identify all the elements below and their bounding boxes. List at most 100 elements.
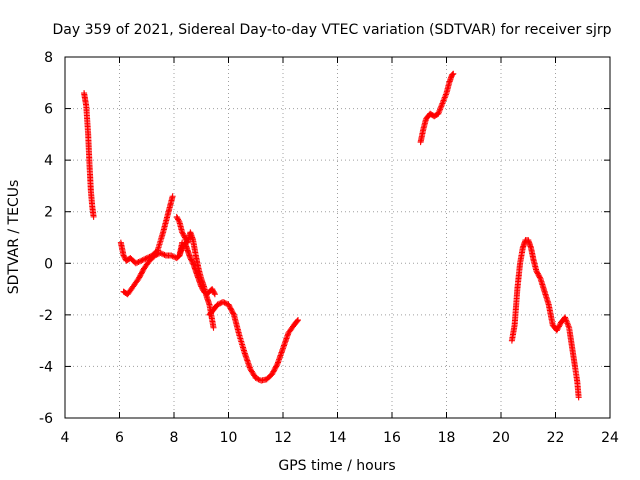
data-point bbox=[198, 283, 205, 290]
data-point bbox=[215, 300, 222, 307]
data-point bbox=[173, 213, 180, 220]
data-point bbox=[121, 253, 128, 260]
data-point bbox=[226, 304, 233, 311]
y-tick-label: -4 bbox=[39, 359, 53, 375]
data-point bbox=[90, 213, 97, 220]
grid bbox=[65, 57, 610, 418]
data-point bbox=[272, 364, 279, 371]
data-point bbox=[169, 193, 176, 200]
data-point bbox=[175, 216, 182, 223]
y-tick-label: 2 bbox=[44, 205, 53, 221]
data-point bbox=[270, 368, 277, 375]
data-point bbox=[534, 269, 541, 276]
data-point bbox=[449, 71, 456, 78]
data-point bbox=[211, 291, 218, 298]
data-point bbox=[138, 270, 145, 277]
data-point bbox=[450, 70, 457, 77]
data-point bbox=[227, 305, 234, 312]
data-point bbox=[226, 302, 233, 309]
data-point bbox=[228, 307, 235, 314]
data-point bbox=[179, 230, 186, 237]
data-point bbox=[217, 300, 224, 307]
data-point bbox=[181, 234, 188, 241]
data-point bbox=[157, 249, 164, 256]
y-axis-label: SDTVAR / TECUs bbox=[6, 180, 22, 295]
data-point bbox=[575, 394, 582, 401]
data-point bbox=[136, 274, 143, 281]
data-point bbox=[211, 289, 218, 296]
y-tick-label: -6 bbox=[39, 411, 53, 427]
data-point bbox=[228, 306, 235, 313]
data-point bbox=[120, 252, 127, 259]
data-point bbox=[198, 284, 205, 291]
data-point bbox=[214, 301, 221, 308]
data-point bbox=[254, 375, 261, 382]
data-point bbox=[151, 252, 158, 259]
data-point bbox=[154, 251, 161, 258]
data-point bbox=[134, 259, 141, 266]
data-point bbox=[136, 273, 143, 280]
data-point bbox=[180, 231, 187, 238]
data-point bbox=[141, 256, 148, 263]
x-tick-label: 20 bbox=[492, 430, 510, 446]
data-point bbox=[132, 260, 139, 267]
data-point bbox=[135, 258, 142, 265]
data-point bbox=[222, 300, 229, 307]
data-point bbox=[139, 268, 146, 275]
y-tick-label: 8 bbox=[44, 50, 53, 66]
data-point bbox=[181, 233, 188, 240]
x-tick-label: 18 bbox=[438, 430, 456, 446]
data-point bbox=[255, 376, 262, 383]
data-point bbox=[169, 253, 176, 260]
data-point bbox=[230, 310, 237, 317]
x-tick-label: 22 bbox=[547, 430, 565, 446]
data-point bbox=[135, 275, 142, 282]
data-point bbox=[536, 273, 543, 280]
data-point bbox=[553, 327, 560, 334]
data-point bbox=[139, 257, 146, 264]
x-tick-label: 8 bbox=[170, 430, 179, 446]
x-tick-label: 24 bbox=[601, 430, 619, 446]
x-tick-label: 10 bbox=[220, 430, 238, 446]
data-point bbox=[269, 369, 276, 376]
data-point bbox=[269, 371, 276, 378]
data-point bbox=[555, 323, 562, 330]
data-point bbox=[175, 217, 182, 224]
data-series-sdtvar bbox=[81, 70, 582, 401]
x-tick-label: 16 bbox=[383, 430, 401, 446]
data-point bbox=[188, 257, 195, 264]
data-point bbox=[137, 271, 144, 278]
data-point bbox=[536, 274, 543, 281]
data-point bbox=[225, 301, 232, 308]
data-point bbox=[220, 298, 227, 305]
data-point bbox=[273, 363, 280, 370]
data-point bbox=[136, 258, 143, 265]
data-point bbox=[174, 215, 181, 222]
data-point bbox=[535, 271, 542, 278]
data-point bbox=[252, 375, 259, 382]
data-point bbox=[271, 366, 278, 373]
data-point bbox=[448, 72, 455, 79]
x-tick-label: 14 bbox=[329, 430, 347, 446]
x-tick-label: 4 bbox=[61, 430, 70, 446]
data-point bbox=[271, 367, 278, 374]
data-point bbox=[210, 288, 217, 295]
data-point bbox=[138, 257, 145, 264]
data-point bbox=[160, 251, 167, 258]
data-point bbox=[555, 324, 562, 331]
data-point bbox=[179, 229, 186, 236]
data-point bbox=[187, 255, 194, 262]
data-point bbox=[188, 256, 195, 263]
data-point bbox=[142, 255, 149, 262]
x-tick-labels: 4 6 8 10 12 14 16 18 20 22 24 bbox=[61, 430, 619, 446]
data-point bbox=[199, 286, 206, 293]
x-tick-label: 6 bbox=[115, 430, 124, 446]
data-point bbox=[556, 322, 563, 329]
data-point bbox=[229, 309, 236, 316]
data-point bbox=[209, 287, 216, 294]
data-point bbox=[189, 258, 196, 265]
data-point bbox=[273, 362, 280, 369]
data-point bbox=[221, 299, 228, 306]
data-point bbox=[209, 286, 216, 293]
